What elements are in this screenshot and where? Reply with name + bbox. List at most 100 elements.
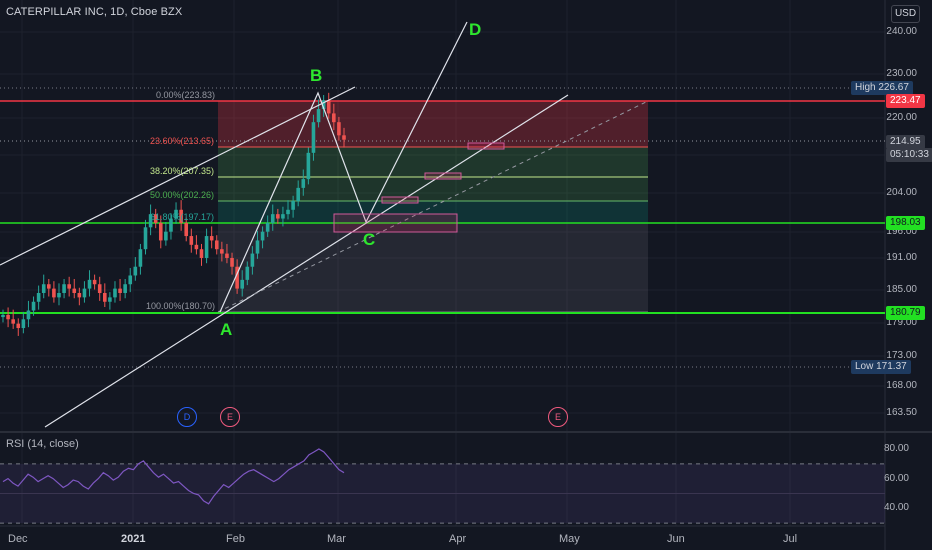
candle-body: [52, 288, 56, 298]
candle-body: [301, 179, 306, 188]
pattern-point-label: B: [310, 66, 323, 85]
candle-body: [77, 293, 82, 298]
time-tick-label: Mar: [327, 533, 346, 545]
candle-body: [41, 284, 46, 293]
target-box: [467, 142, 505, 150]
candle-body: [92, 279, 97, 285]
candle-body: [296, 187, 300, 202]
candle-body: [337, 122, 341, 136]
candle: [255, 230, 260, 259]
candle: [276, 208, 280, 224]
dividend-event-marker[interactable]: D: [177, 407, 197, 427]
candle-body: [281, 214, 285, 219]
candle-body: [21, 319, 26, 329]
time-tick-label: Jul: [783, 533, 798, 545]
target-box: [424, 172, 462, 180]
candle: [291, 195, 295, 218]
fib-level-label: 23.60%(213.65): [150, 136, 215, 146]
candle-body: [87, 279, 92, 289]
candle: [326, 92, 331, 119]
candle-body: [276, 214, 280, 219]
candle-body: [153, 214, 158, 223]
candle: [245, 261, 250, 286]
candle-body: [291, 201, 295, 210]
price-tick-label: 196.00: [886, 226, 917, 237]
candle: [179, 200, 183, 231]
candle: [92, 274, 97, 290]
earnings-event-marker[interactable]: E: [220, 407, 240, 427]
price-tick-label: 230.00: [886, 68, 917, 79]
candle-body: [189, 236, 194, 245]
candle-body: [102, 293, 107, 302]
price-tick-label: 179.00: [886, 317, 917, 328]
candle: [332, 103, 336, 131]
candle-body: [148, 214, 153, 228]
candle: [21, 311, 26, 334]
pattern-point-label: D: [469, 20, 482, 39]
candle-body: [265, 222, 270, 232]
fib-zone: [218, 201, 648, 223]
candle: [230, 252, 234, 275]
candle-body: [311, 122, 316, 153]
candle: [153, 208, 158, 229]
pattern-point-label: A: [220, 320, 233, 339]
candle: [57, 283, 61, 306]
candle: [72, 278, 77, 299]
candle: [128, 268, 133, 293]
candle-body: [214, 240, 219, 250]
candle-body: [128, 275, 133, 285]
candle-body: [133, 266, 138, 276]
candle: [36, 285, 41, 310]
candle-body: [164, 231, 168, 241]
candle-body: [306, 152, 311, 180]
price-tick-label: 185.00: [886, 284, 917, 295]
price-tag-high: High 226.67: [851, 81, 913, 95]
price-tag-green: 198.03: [886, 216, 925, 230]
candle-body: [72, 288, 77, 293]
candle: [108, 292, 112, 310]
price-tick-label: 168.00: [886, 380, 917, 391]
currency-button[interactable]: USD: [891, 5, 920, 23]
candle: [102, 283, 107, 308]
candle-body: [332, 113, 336, 123]
candle: [82, 281, 87, 303]
fib-zone: [218, 101, 648, 147]
candle-body: [47, 284, 51, 289]
candle: [169, 213, 173, 240]
candle-body: [230, 257, 234, 267]
rsi-title[interactable]: RSI (14, close): [6, 438, 79, 450]
candle-body: [225, 253, 229, 258]
candle-body: [82, 288, 87, 298]
candle: [164, 222, 168, 246]
candle: [118, 278, 122, 301]
candle: [158, 215, 163, 249]
time-tick-label: 2021: [121, 533, 146, 545]
candle: [143, 219, 148, 255]
candle: [296, 180, 300, 207]
candle: [311, 114, 316, 161]
candle-body: [26, 310, 31, 320]
candle-body: [6, 314, 10, 320]
candle-body: [184, 222, 189, 237]
candle: [337, 116, 341, 141]
candle: [260, 226, 265, 249]
candle: [321, 95, 326, 117]
candle-body: [286, 209, 290, 215]
candle: [138, 243, 143, 275]
price-tick-label: 204.00: [886, 187, 917, 198]
candle: [97, 276, 102, 301]
candle: [301, 169, 306, 196]
candle-body: [118, 288, 122, 293]
pattern-point-label: C: [363, 230, 376, 249]
candle-body: [194, 244, 199, 250]
candle: [286, 200, 290, 220]
symbol-title[interactable]: CATERPILLAR INC, 1D, Cboe BZX: [6, 6, 183, 18]
time-tick-label: Apr: [449, 533, 467, 545]
earnings-event-marker[interactable]: E: [548, 407, 568, 427]
candle: [41, 274, 46, 299]
candle-body: [255, 240, 260, 254]
candle-body: [67, 284, 71, 289]
candle: [47, 278, 51, 297]
candle-body: [36, 293, 41, 302]
